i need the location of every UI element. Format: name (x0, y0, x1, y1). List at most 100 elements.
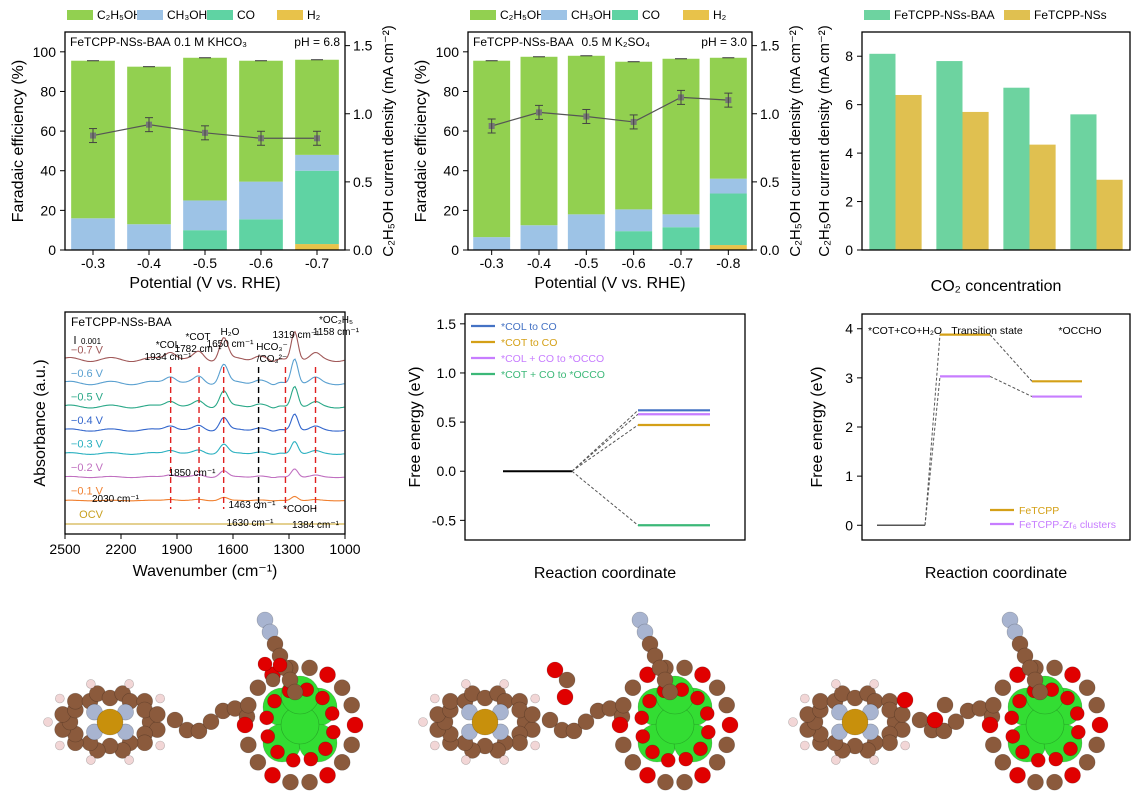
ligand-atom (985, 736, 1002, 754)
oxygen-atom (678, 751, 694, 767)
oxygen-atom (318, 741, 333, 757)
hydrogen-atom (430, 693, 440, 704)
hydrogen-atom (124, 755, 134, 765)
legend-label: CH₃OH (167, 8, 207, 22)
x-tick-label: -0.6 (622, 255, 646, 271)
ligand-atom (718, 736, 735, 754)
ph-label: pH = 3.0 (701, 35, 747, 49)
oxygen-atom (1060, 690, 1075, 706)
fe-chart-2: C₂H₅OH CH₃OH CO H₂ -0.3 -0.4 -0.5 -0.6 -0.7 -0.8 0… (413, 8, 804, 292)
bar-segment (662, 58, 700, 215)
legend-swatch (67, 10, 93, 20)
ligand-atom (624, 753, 642, 771)
carbon-atom (67, 692, 84, 710)
ligand-atom (718, 696, 735, 714)
electrolyte-label: 0.5 M K₂SO₄ (582, 35, 650, 49)
oxygen-atom (1063, 741, 1078, 757)
x-tick-label: 2200 (105, 541, 136, 557)
oxygen-atom (260, 729, 276, 744)
ligand-atom (994, 753, 1012, 771)
oxygen-atom (1048, 751, 1064, 767)
hydrogen-atom (461, 755, 471, 765)
plot-frame (64, 311, 346, 535)
ligand-atom (615, 696, 632, 714)
transition-connector (571, 413, 639, 472)
y-tick-label: 8 (845, 48, 853, 64)
peak-annotation: 2030 cm⁻¹ (92, 494, 140, 505)
bar-segment (709, 193, 747, 246)
ligand-atom (676, 773, 693, 791)
hydrogen-atom (869, 679, 879, 689)
molecule-model-1 (43, 611, 364, 791)
hydrogen-atom (430, 740, 440, 751)
spectrum-label: −0.1 V (71, 486, 104, 498)
bar-segment (520, 225, 558, 250)
legend-swatch (612, 10, 638, 20)
adsorbate-carbon (265, 672, 281, 688)
iron-atom (471, 708, 499, 736)
adsorbate-carbon (558, 671, 576, 689)
oxygen-atom (701, 724, 716, 740)
peak-annotation: 1782 cm⁻¹ (175, 344, 223, 355)
bar-nss (962, 111, 989, 250)
legend: C₂H₅OH CH₃OH CO H₂ (67, 8, 321, 22)
state-label: Transition state (951, 325, 1023, 337)
hydrogen-atom (831, 679, 841, 689)
peak-annotation: 1650 cm⁻¹ (207, 339, 255, 350)
oxygen-atom (645, 744, 660, 760)
y-tick-label: 60 (443, 123, 459, 139)
carbon-atom (442, 692, 459, 710)
ligand-atom (319, 666, 336, 684)
carbon-atom (894, 706, 911, 723)
spectrum-line (64, 440, 345, 455)
adsorbate-carbon (936, 696, 954, 714)
scale-label: 0.001 (81, 337, 102, 346)
hydrogen-atom (788, 717, 798, 727)
x-tick-label: -0.6 (249, 255, 273, 271)
bar-segment (615, 61, 653, 210)
transition-connector (989, 334, 1033, 382)
oxygen-atom (699, 706, 715, 721)
y-tick-label: 100 (436, 44, 460, 60)
carbon-atom (149, 706, 166, 723)
oxygen-atom (635, 729, 651, 744)
peak-annotation: 1158 cm⁻¹ (313, 327, 360, 338)
carbon-atom (881, 734, 898, 752)
y-tick-label: 6 (845, 97, 853, 113)
carbon-atom (565, 722, 583, 740)
ligand-atom (1091, 716, 1109, 734)
bar-nss (1029, 144, 1056, 250)
hydrogen-atom (461, 679, 471, 689)
bar-segment (127, 66, 171, 225)
x-axis-label: Reaction coordinate (534, 565, 676, 582)
plot-frame (861, 313, 1131, 541)
ligand-atom (611, 716, 629, 734)
legend-swatch (1004, 10, 1030, 20)
oxygen-atom (690, 690, 705, 706)
spectrum-label: −0.5 V (71, 392, 104, 404)
oxygen-atom (1012, 693, 1027, 709)
bar-segment (295, 170, 339, 245)
legend-swatch (137, 10, 163, 20)
legend-label: CO (237, 8, 255, 22)
iron-atom (96, 708, 124, 736)
y-axis-label: Faradaic efficiency (%) (413, 60, 430, 222)
y-tick-label: 40 (443, 163, 459, 179)
transition-connector (571, 424, 639, 472)
ligand-atom (1088, 736, 1105, 754)
legend-label: FeTCPP-NSs (1034, 8, 1107, 22)
electrolyte-label: 0.1 M KHCO₃ (174, 35, 247, 49)
ligand-atom (708, 679, 726, 697)
bar-segment (473, 60, 511, 238)
peak-annotation: 1384 cm⁻¹ (292, 520, 340, 531)
y2-tick-label: 0.0 (760, 242, 780, 258)
bar-segment (662, 214, 700, 228)
adsorbate-oxygen (926, 711, 944, 729)
x-tick-label: 1300 (273, 541, 304, 557)
y-tick-label: 80 (40, 83, 56, 99)
spectrum-label: −0.4 V (71, 415, 104, 427)
carbon-atom (541, 711, 559, 729)
ligand-atom (708, 753, 726, 771)
hydrogen-atom (55, 693, 65, 704)
